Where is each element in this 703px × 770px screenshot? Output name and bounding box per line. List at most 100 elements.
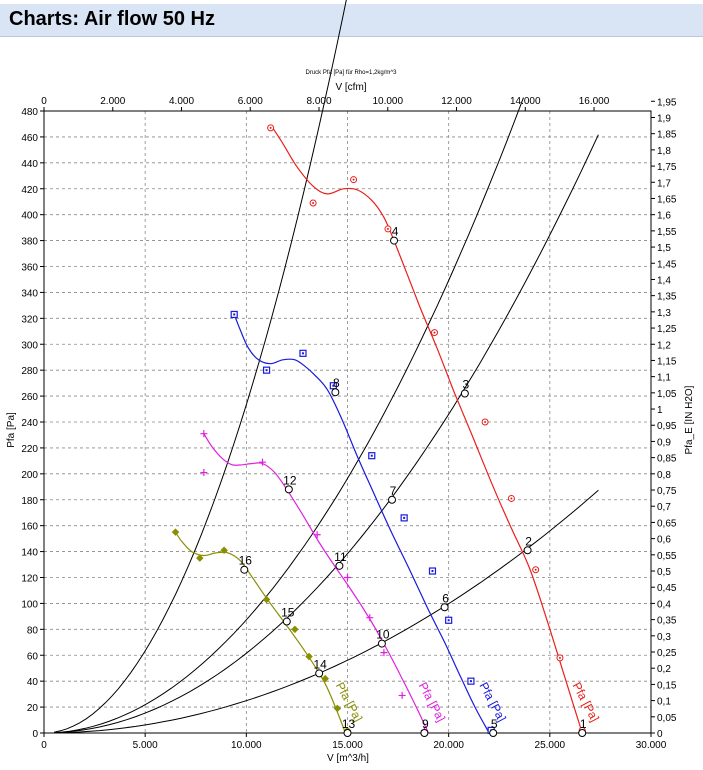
data-point [366, 614, 374, 622]
operating-point [489, 729, 498, 737]
operating-point [284, 485, 293, 494]
y-tick-label: 380 [21, 237, 38, 248]
right-axis-tick-label: 0,3 [657, 632, 671, 643]
operating-point-label: 9 [422, 717, 429, 731]
operating-point [390, 236, 399, 245]
y-tick-label: 180 [21, 496, 38, 507]
data-point [220, 546, 228, 555]
data-point-center [510, 497, 513, 500]
operating-point-label: 16 [239, 554, 253, 568]
right-axis-tick-label: 1,9 [657, 113, 671, 124]
y-tick-label: 100 [21, 599, 38, 610]
top-axis-tick-label: 14.000 [510, 96, 541, 107]
operating-point [343, 729, 352, 737]
right-axis-tick-label: 1,45 [657, 259, 677, 270]
y-tick-label: 460 [21, 133, 38, 144]
right-axis-tick-label: 0 [657, 729, 663, 740]
right-axis-tick-label: 1,65 [657, 194, 677, 205]
operating-point [377, 639, 386, 648]
x-tick-label: 25.000 [535, 740, 566, 751]
y-tick-label: 0 [32, 729, 38, 740]
x-tick-label: 15.000 [332, 740, 363, 751]
top-axis-tick-label: 12.000 [441, 96, 472, 107]
series-line-blue [233, 314, 490, 734]
y-tick-label: 240 [21, 418, 38, 429]
data-point [313, 531, 321, 539]
operating-point [240, 565, 249, 574]
operating-point [460, 389, 469, 398]
operating-point-label: 5 [491, 717, 498, 731]
data-point [200, 430, 208, 438]
operating-point [335, 561, 344, 570]
right-axis-tick-label: 0,65 [657, 518, 677, 529]
data-point [333, 704, 342, 713]
x-tick-label: 0 [41, 740, 47, 751]
y-axis-label: Pfa [Pa] [6, 412, 17, 448]
right-axis-tick-label: 0,7 [657, 502, 671, 513]
top-axis-tick-label: 0 [41, 96, 47, 107]
right-axis-tick-label: 1,95 [657, 97, 677, 108]
right-axis-tick-label: 1,7 [657, 178, 671, 189]
system-curve [53, 0, 347, 733]
data-point-center [332, 384, 335, 387]
operating-point-label: 15 [281, 606, 295, 620]
x-axis-label: V [m^3/h] [327, 753, 369, 764]
operating-point [315, 669, 324, 678]
right-axis-tick-label: 1,8 [657, 146, 671, 157]
operating-point-label: 2 [525, 534, 532, 548]
y-tick-label: 420 [21, 185, 38, 196]
right-axis-tick-label: 1,1 [657, 373, 671, 384]
top-axis-tick-label: 16.000 [579, 96, 610, 107]
y-tick-label: 200 [21, 470, 38, 481]
right-axis-label: Pfa_E [IN H2O] [684, 385, 695, 454]
series-line-magenta [203, 433, 429, 734]
right-axis-tick-label: 0,1 [657, 697, 671, 708]
operating-point-label: 1 [580, 717, 587, 731]
operating-point [578, 729, 587, 737]
page-header: Charts: Air flow 50 Hz [0, 4, 703, 37]
y-tick-label: 360 [21, 263, 38, 274]
data-point [398, 691, 406, 699]
right-axis-tick-label: 0,4 [657, 599, 671, 610]
top-axis-tick-label: 8.000 [306, 96, 331, 107]
y-tick-label: 340 [21, 288, 38, 299]
y-tick-label: 280 [21, 366, 38, 377]
data-point [380, 649, 388, 657]
series-line-olive [174, 531, 347, 734]
operating-point-label: 7 [390, 484, 397, 498]
right-axis-tick-label: 0,2 [657, 664, 671, 675]
operating-point-label: 13 [342, 717, 356, 731]
operating-point [523, 546, 532, 555]
data-point-center [403, 516, 406, 519]
y-tick-label: 320 [21, 314, 38, 325]
operating-point-label: 12 [283, 473, 297, 487]
right-axis-tick-label: 0,25 [657, 648, 677, 659]
top-axis-tick-label: 2.000 [100, 96, 125, 107]
right-axis-tick-label: 0,15 [657, 680, 677, 691]
y-tick-label: 20 [27, 703, 39, 714]
right-axis-tick-label: 0,85 [657, 454, 677, 465]
y-tick-label: 400 [21, 211, 38, 222]
right-axis-tick-label: 1,35 [657, 292, 677, 303]
operating-point-label: 10 [376, 628, 390, 642]
y-tick-label: 160 [21, 522, 38, 533]
data-point-center [484, 421, 487, 423]
right-axis-tick-label: 1 [657, 405, 663, 416]
right-axis-tick-label: 1,6 [657, 211, 671, 222]
data-point-center [269, 126, 272, 129]
right-axis-tick-label: 0,95 [657, 421, 677, 432]
y-tick-label: 440 [21, 159, 38, 170]
right-axis-tick-label: 0,8 [657, 470, 671, 481]
y-tick-label: 480 [21, 107, 38, 118]
right-axis-tick-label: 0,5 [657, 567, 671, 578]
data-point-center [233, 313, 236, 316]
operating-point-label: 11 [334, 550, 347, 564]
operating-point [282, 617, 291, 626]
data-point-center [469, 680, 472, 683]
operating-point-label: 3 [463, 377, 470, 391]
y-tick-label: 140 [21, 548, 38, 559]
right-axis-tick-label: 0,6 [657, 535, 671, 546]
y-tick-label: 220 [21, 444, 38, 455]
data-point-center [386, 227, 389, 230]
